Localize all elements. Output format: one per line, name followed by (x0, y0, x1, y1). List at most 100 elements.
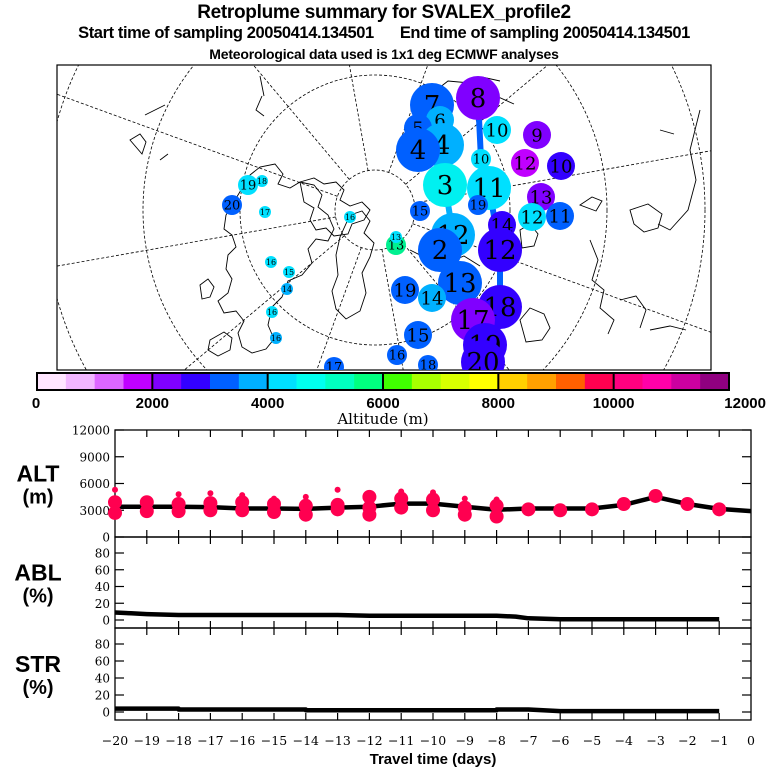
plume-cluster-circle (390, 231, 402, 243)
y-tick-label: 0 (102, 614, 110, 628)
colorbar-swatch (123, 373, 153, 390)
y-tick-label: 40 (95, 580, 110, 594)
plume-cluster-label: 13 (443, 269, 476, 299)
altitude-colorbar: 0 2000 4000 6000 8000 10000 12000 (32, 372, 766, 412)
altitude-cluster-point (330, 497, 345, 512)
plume-cluster-circle (266, 306, 278, 318)
altitude-cluster-point (616, 497, 631, 512)
colorbar-swatch (556, 373, 586, 390)
plume-cluster-label: 10 (473, 153, 490, 168)
altitude-cluster-point (207, 490, 214, 497)
x-tick-label: −14 (293, 733, 319, 748)
colorbar-swatch (383, 373, 413, 390)
colorbar-swatch (37, 373, 67, 390)
end-time-label: End time of sampling 20050414.134501 (399, 24, 690, 42)
coastline-islands (199, 278, 233, 357)
series-line (115, 706, 720, 714)
x-tick-label: −12 (356, 733, 382, 748)
plume-cluster-label: 10 (486, 120, 509, 141)
altitude-cluster-point (362, 500, 377, 515)
y-tick-label: 40 (95, 672, 110, 686)
plume-cluster-circle (265, 256, 277, 268)
sampling-times: Start time of sampling 20050414.134501 En… (0, 24, 768, 43)
altitude-cluster-point (366, 491, 373, 498)
latitude-circle (57, 65, 706, 370)
coastline-canadian-archipelago (299, 177, 371, 237)
plume-cluster-label: 16 (271, 334, 281, 343)
time-series-panels: 030006000900012000ALT(m)020406080ABL(%)0… (14, 424, 755, 749)
x-tick-label: −19 (134, 733, 160, 748)
plume-cluster-label: 12 (514, 153, 537, 174)
altitude-cluster-point (457, 500, 472, 515)
latitude-circle (239, 74, 511, 346)
altitude-cluster-point (271, 495, 277, 502)
plume-cluster-circle (438, 261, 482, 305)
plume-cluster-label: 13 (391, 233, 401, 242)
plume-cluster-label: 15 (412, 205, 429, 220)
plume-cluster-circle (471, 149, 491, 169)
altitude-cluster-point (489, 509, 504, 524)
plume-cluster-circle (461, 340, 505, 370)
start-time-label: Start time of sampling 20050414.134501 (78, 24, 374, 42)
plume-cluster-label: 19 (394, 280, 417, 301)
plume-cluster-circle (547, 152, 575, 180)
colorbar-swatch (238, 373, 269, 390)
meridian-line (414, 150, 711, 204)
plume-cluster-label: 13 (530, 187, 553, 208)
plume-cluster-circle (270, 332, 282, 344)
chart-title: Retroplume summary for SVALEX_profile2 (197, 2, 571, 23)
plume-cluster-circle (404, 321, 432, 349)
y-tick-label: 80 (95, 547, 110, 561)
x-tick-label: −6 (551, 733, 569, 748)
colorbar-tick-label: 12000 (724, 395, 766, 412)
plume-cluster-circle (281, 283, 293, 295)
y-tick-label: 20 (95, 597, 110, 611)
x-tick-label: −5 (583, 733, 601, 748)
plume-cluster-circle (456, 76, 500, 120)
altitude-cluster-point (239, 492, 246, 499)
x-tick-label: −7 (519, 733, 537, 748)
plume-cluster-label: 18 (257, 177, 267, 186)
plume-cluster-label: 15 (284, 268, 294, 277)
colorbar-tick-label: 8000 (482, 395, 515, 412)
colorbar-tick-label: 4000 (251, 395, 284, 412)
colorbar-label: Altitude (m) (336, 410, 428, 428)
plume-cluster-label: 17 (326, 361, 343, 376)
plume-cluster-circle (478, 228, 522, 272)
plume-cluster-label: 20 (466, 348, 499, 378)
y-axis-unit: (m) (22, 487, 53, 509)
y-tick-label: 6000 (79, 477, 110, 491)
plume-cluster-circle (511, 149, 539, 177)
panel-frame (114, 627, 752, 721)
plume-cluster-circle (238, 175, 258, 195)
plume-cluster-label: 6 (434, 110, 445, 131)
altitude-cluster-point (521, 502, 536, 517)
plume-cluster-circle (391, 276, 419, 304)
colorbar-swatch (267, 373, 297, 390)
plume-cluster-label: 4 (410, 136, 427, 166)
altitude-cluster-point (493, 496, 500, 503)
altitude-cluster-point (648, 488, 663, 503)
altitude-cluster-point (171, 497, 186, 512)
plume-cluster-label: 16 (266, 258, 276, 267)
colorbar-swatch (440, 373, 470, 390)
plume-cluster-label: 20 (224, 199, 241, 214)
colorbar-swatch (411, 373, 442, 390)
x-tick-label: 0 (747, 733, 755, 748)
x-tick-label: −8 (487, 733, 505, 748)
y-tick-label: 9000 (79, 450, 110, 464)
plume-cluster-label: 19 (470, 199, 487, 214)
x-tick-label: −2 (678, 733, 696, 748)
y-axis-label: ABL (14, 560, 61, 586)
colorbar-swatch (700, 373, 730, 390)
plume-cluster-label: 14 (282, 285, 292, 294)
coastline-fragment (255, 75, 265, 117)
colorbar-swatch (94, 373, 124, 390)
altitude-cluster-point (426, 503, 440, 518)
x-tick-label: −11 (388, 733, 414, 748)
colorbar-swatch (469, 373, 499, 390)
y-axis-unit: (%) (22, 677, 53, 699)
altitude-cluster-point (712, 502, 727, 517)
